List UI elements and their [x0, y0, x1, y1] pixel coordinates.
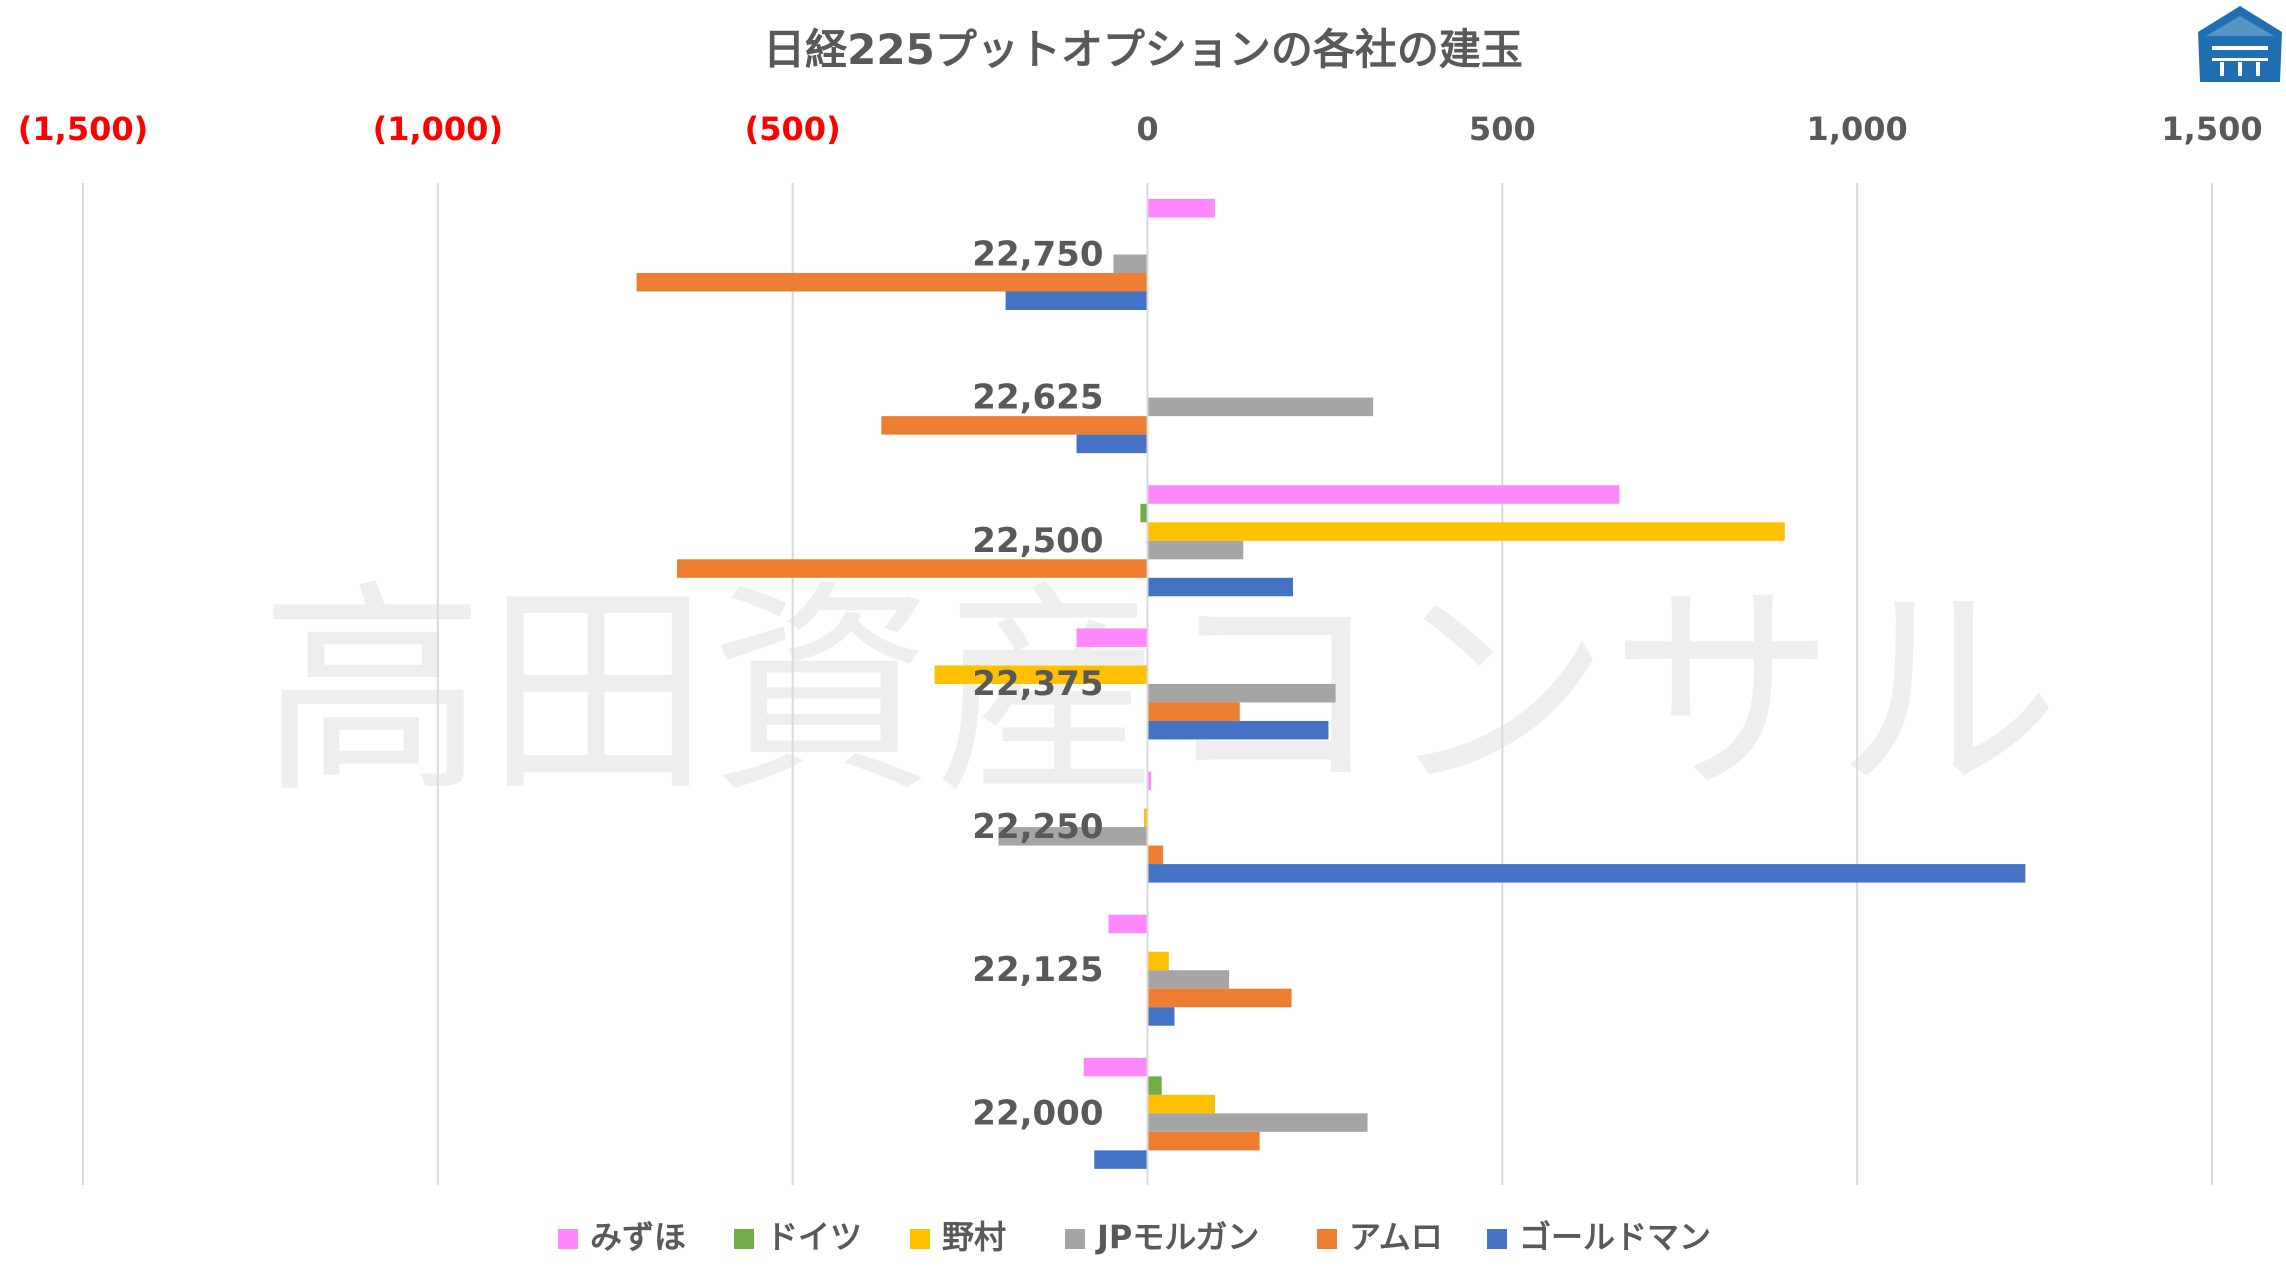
legend-label: ドイツ — [766, 1218, 862, 1256]
bar-JPモルガン-22,750 — [1113, 254, 1148, 273]
legend-swatch — [910, 1229, 930, 1249]
legend-swatch — [1065, 1229, 1085, 1249]
bar-アムロ-22,500 — [676, 559, 1148, 578]
category-label: 22,375 — [972, 664, 1103, 704]
bar-ドイツ-22,500 — [1140, 503, 1148, 523]
bar-野村-22,250 — [1143, 808, 1148, 828]
logo-icon — [2198, 6, 2282, 82]
bar-ドイツ-22,000 — [1147, 1076, 1162, 1095]
bar-野村-22,000 — [1147, 1094, 1215, 1114]
legend-label: ゴールドマン — [1519, 1218, 1711, 1256]
bar-アムロ-22,125 — [1147, 988, 1292, 1008]
legend-label: アムロ — [1349, 1218, 1443, 1256]
bar-JPモルガン-22,000 — [1147, 1113, 1368, 1132]
bar-ゴールドマン-22,625 — [1076, 434, 1148, 454]
bar-アムロ-22,000 — [1147, 1131, 1260, 1151]
x-tick-label: 500 — [1469, 110, 1536, 148]
gridlines — [82, 183, 2213, 1185]
x-tick-label: (1,500) — [18, 110, 148, 148]
bar-アムロ-22,375 — [1147, 702, 1240, 721]
x-tick-label: 1,000 — [1807, 110, 1908, 148]
bar-アムロ-22,750 — [636, 273, 1148, 292]
x-tick-label: (500) — [745, 110, 841, 148]
bar-ゴールドマン-22,000 — [1094, 1150, 1148, 1169]
bar-野村-22,500 — [1147, 522, 1785, 541]
category-label: 22,625 — [972, 378, 1103, 418]
x-tick-label: 1,500 — [2161, 110, 2262, 148]
category-label: 22,000 — [972, 1093, 1103, 1133]
bar-みずほ-22,000 — [1083, 1057, 1148, 1077]
x-axis-tick-labels: (1,500) (1,000) (500) 0 500 1,000 1,500 — [18, 110, 2263, 148]
legend-swatch — [734, 1229, 754, 1249]
bar-ゴールドマン-22,750 — [1005, 291, 1148, 310]
bar-みずほ-22,250 — [1147, 771, 1152, 791]
legend-label: 野村 — [942, 1218, 1006, 1256]
category-label: 22,500 — [972, 521, 1103, 561]
category-label: 22,750 — [972, 235, 1103, 275]
bar-ゴールドマン-22,250 — [1147, 864, 2026, 883]
bar-みずほ-22,375 — [1076, 628, 1148, 647]
category-labels: 22,750 22,625 22,500 22,375 22,250 22,125 22,0… — [972, 235, 1103, 1134]
x-tick-label: 0 — [1136, 110, 1158, 148]
bar-JPモルガン-22,375 — [1147, 683, 1336, 703]
bar-アムロ-22,250 — [1147, 845, 1164, 865]
bar-みずほ-22,125 — [1108, 914, 1148, 934]
legend-swatch — [1487, 1229, 1507, 1249]
legend-label: JPモルガン — [1095, 1218, 1259, 1256]
legend-swatch — [558, 1229, 578, 1249]
bar-JPモルガン-22,125 — [1147, 970, 1230, 989]
bar-野村-22,125 — [1147, 951, 1169, 971]
bar-JPモルガン-22,500 — [1147, 540, 1244, 560]
bars — [636, 183, 2026, 1185]
category-label: 22,250 — [972, 807, 1103, 847]
bar-JPモルガン-22,250 — [998, 827, 1148, 846]
category-label: 22,125 — [972, 950, 1103, 990]
bar-みずほ-22,500 — [1147, 485, 1620, 504]
bar-ゴールドマン-22,375 — [1147, 720, 1329, 740]
bar-野村-22,375 — [934, 665, 1148, 684]
x-tick-label: (1,000) — [373, 110, 503, 148]
bar-みずほ-22,750 — [1147, 199, 1215, 218]
legend-swatch — [1317, 1229, 1337, 1249]
legend: みずほ ドイツ 野村 JPモルガン アムロ ゴールドマン — [558, 1218, 1711, 1256]
bar-ゴールドマン-22,125 — [1147, 1007, 1175, 1026]
bar-アムロ-22,625 — [881, 416, 1148, 435]
bar-JPモルガン-22,625 — [1147, 397, 1374, 417]
bar-ゴールドマン-22,500 — [1147, 577, 1293, 597]
chart-title: 日経225プットオプションの各社の建玉 — [763, 25, 1523, 74]
legend-label: みずほ — [590, 1218, 686, 1256]
